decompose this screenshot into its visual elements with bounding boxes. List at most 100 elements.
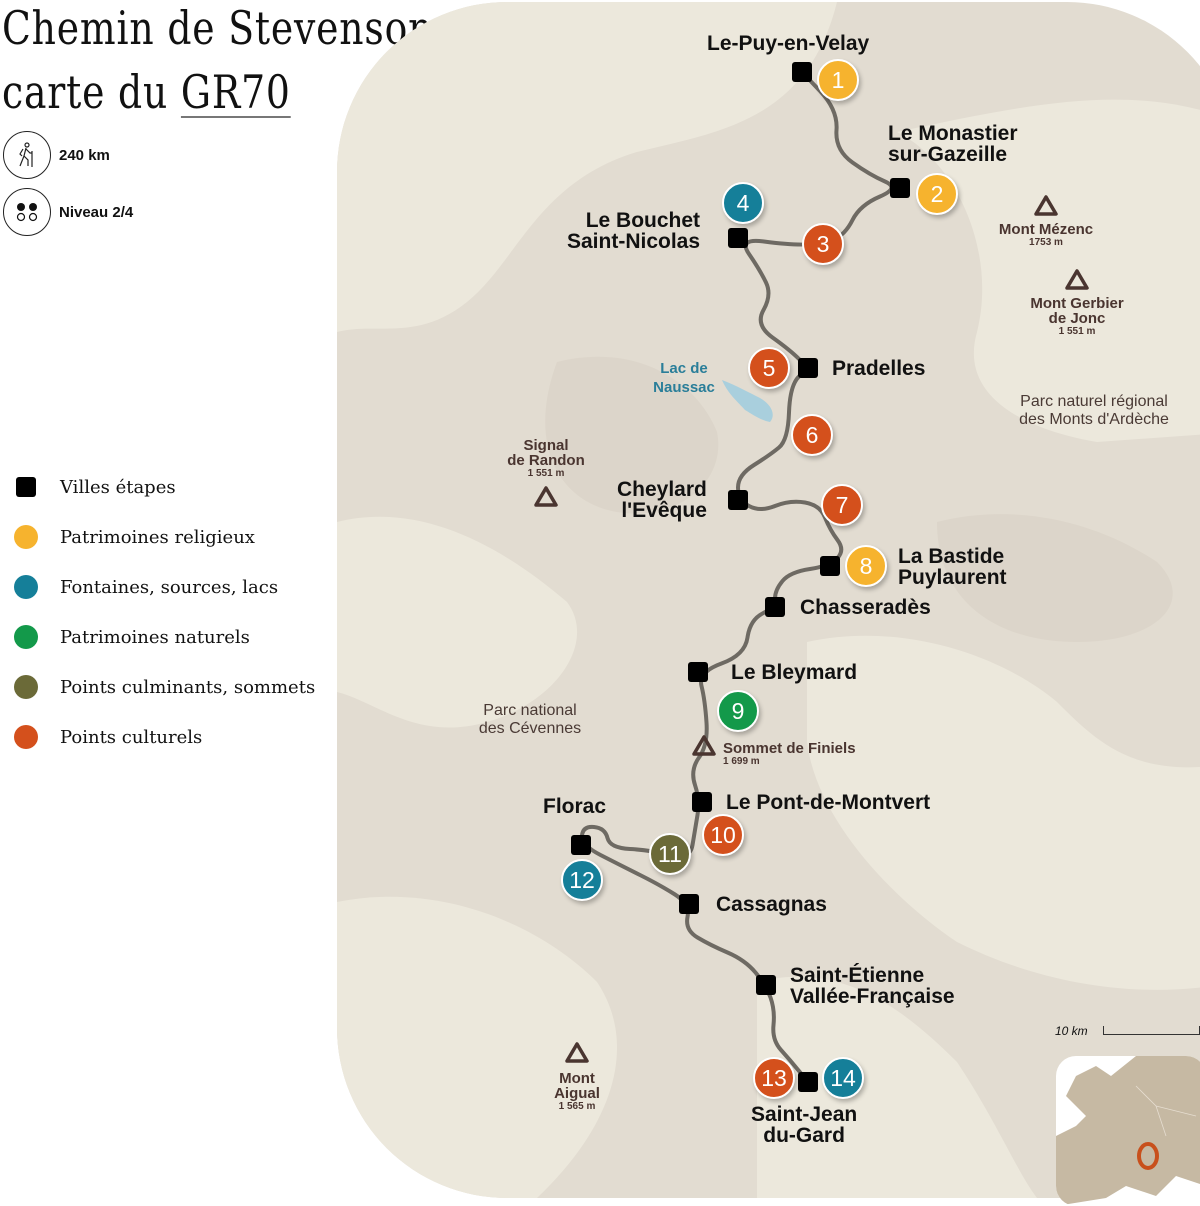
stage-label[interactable]: Florac <box>543 795 607 818</box>
stage-square-icon[interactable] <box>798 358 818 378</box>
stage-label[interactable]: Le-Puy-en-Velay <box>707 32 870 55</box>
stage-square-icon <box>16 477 36 497</box>
stage-label[interactable]: Le Pont-de-Montvert <box>726 791 931 814</box>
distance-value: 240 km <box>59 146 110 164</box>
legend-label: Fontaines, sources, lacs <box>60 576 279 598</box>
point-marker-9[interactable]: 9 <box>717 690 759 732</box>
point-marker-1[interactable]: 1 <box>817 59 859 101</box>
stage-label[interactable]: Saint-Étienne Vallée-Française <box>790 964 955 1008</box>
stage-square-icon[interactable] <box>792 62 812 82</box>
park-label: Parc national des Cévennes <box>478 702 582 737</box>
legend-item: Points culturels <box>14 712 315 762</box>
stage-square-icon[interactable] <box>890 178 910 198</box>
category-dot-icon <box>14 675 38 699</box>
summit-label: Signal de Randon 1 551 m <box>466 438 626 480</box>
summit-name: Mont Gerbier de Jonc <box>1030 295 1124 327</box>
stage-label[interactable]: Le Bleymard <box>731 661 858 684</box>
category-dot-icon <box>14 625 38 649</box>
legend-item: Patrimoines religieux <box>14 512 315 562</box>
locator-inset-map <box>1056 1056 1200 1206</box>
legend: Villes étapes Patrimoines religieux Fontai… <box>14 462 315 762</box>
point-marker-12[interactable]: 12 <box>561 859 603 901</box>
stage-square-icon[interactable] <box>765 597 785 617</box>
summit-name: Signal de Randon <box>507 437 585 469</box>
legend-item: Fontaines, sources, lacs <box>14 562 315 612</box>
stage-label[interactable]: Chasseradès <box>800 596 931 619</box>
summit-altitude: 1 699 m <box>723 756 760 767</box>
page-title: Chemin de Stevenson carte du GR70 <box>2 0 433 124</box>
stage-label[interactable]: Pradelles <box>832 357 926 380</box>
stage-square-icon[interactable] <box>728 228 748 248</box>
level-value: Niveau 2/4 <box>59 203 134 221</box>
trail-code: GR70 <box>180 65 291 119</box>
gr70-route <box>579 70 894 1084</box>
summit-triangle-icon <box>534 486 558 507</box>
point-marker-6[interactable]: 6 <box>791 414 833 456</box>
summit-triangle-icon <box>1065 269 1089 290</box>
summit-name: Sommet de Finiels <box>723 740 856 757</box>
point-marker-7[interactable]: 7 <box>821 484 863 526</box>
summit-triangle-icon <box>692 735 716 756</box>
summit-altitude: 1753 m <box>1029 237 1063 248</box>
stage-label[interactable]: Le Bouchet Saint-Nicolas <box>567 209 701 253</box>
stage-label[interactable]: Le Monastier sur-Gazeille <box>888 122 1018 166</box>
point-marker-5[interactable]: 5 <box>748 347 790 389</box>
stage-label[interactable]: Cassagnas <box>716 893 827 916</box>
terrain-background <box>337 2 1200 1198</box>
stage-square-icon[interactable] <box>756 975 776 995</box>
stage-square-icon[interactable] <box>798 1072 818 1092</box>
point-marker-14[interactable]: 14 <box>822 1057 864 1099</box>
category-dot-icon <box>14 525 38 549</box>
france-shape <box>1056 1056 1200 1206</box>
point-marker-2[interactable]: 2 <box>916 173 958 215</box>
difficulty-dots-icon <box>3 188 51 236</box>
summit-label: Sommet de Finiels 1 699 m <box>723 741 856 768</box>
scale-label: 10 km <box>1055 1024 1088 1038</box>
stage-square-icon[interactable] <box>688 662 708 682</box>
legend-item: Points culminants, sommets <box>14 662 315 712</box>
summit-triangle-icon <box>565 1042 589 1063</box>
category-dot-icon <box>14 575 38 599</box>
point-marker-10[interactable]: 10 <box>702 814 744 856</box>
legend-item: Patrimoines naturels <box>14 612 315 662</box>
summit-altitude: 1 551 m <box>527 468 565 479</box>
legend-label: Patrimoines naturels <box>60 626 250 648</box>
stage-square-icon[interactable] <box>692 792 712 812</box>
point-marker-13[interactable]: 13 <box>753 1057 795 1099</box>
summit-label: Mont Aigual 1 565 m <box>497 1071 657 1113</box>
stage-square-icon[interactable] <box>571 835 591 855</box>
stage-label[interactable]: Saint-Jean du-Gard <box>751 1103 858 1147</box>
summit-altitude: 1 551 m <box>1058 326 1096 337</box>
legend-label: Points culminants, sommets <box>60 676 316 698</box>
point-marker-4[interactable]: 4 <box>722 182 764 224</box>
point-marker-3[interactable]: 3 <box>802 223 844 265</box>
summit-name: Mont Mézenc <box>998 221 1094 238</box>
title-line-1: Chemin de Stevenson <box>2 1 434 55</box>
summit-label: Mont Gerbier de Jonc 1 551 m <box>997 296 1157 338</box>
summit-name: Mont Aigual <box>554 1070 600 1102</box>
area-marker-icon <box>1137 1142 1159 1170</box>
summit-triangle-icon <box>1034 195 1058 216</box>
hiker-icon <box>3 131 51 179</box>
level-stat: Niveau 2/4 <box>3 188 133 236</box>
category-dot-icon <box>14 725 38 749</box>
legend-label: Villes étapes <box>60 476 176 498</box>
summit-label: Mont Mézenc 1753 m <box>966 222 1126 249</box>
lake-label: Lac de Naussac <box>653 360 715 396</box>
stage-square-icon[interactable] <box>679 894 699 914</box>
point-marker-8[interactable]: 8 <box>845 545 887 587</box>
lake-naussac <box>722 380 773 422</box>
distance-stat: 240 km <box>3 131 110 179</box>
stage-square-icon[interactable] <box>728 490 748 510</box>
point-marker-11[interactable]: 11 <box>649 833 691 875</box>
legend-label: Patrimoines religieux <box>60 526 255 548</box>
stage-label[interactable]: Cheylard l'Evêque <box>617 478 707 522</box>
stage-square-icon[interactable] <box>820 556 840 576</box>
scale-bar <box>1103 1026 1200 1035</box>
title-line-2: carte du GR70 <box>2 60 433 124</box>
title-prefix: carte du <box>2 65 181 119</box>
stage-label[interactable]: La Bastide Puylaurent <box>898 545 1007 589</box>
summit-altitude: 1 565 m <box>558 1101 596 1112</box>
legend-item: Villes étapes <box>14 462 315 512</box>
